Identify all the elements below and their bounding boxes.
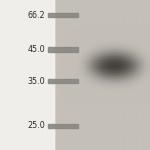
Text: 45.0: 45.0 bbox=[27, 45, 45, 54]
Bar bbox=[48, 79, 78, 83]
Bar bbox=[48, 13, 78, 17]
Text: 66.2: 66.2 bbox=[27, 11, 45, 20]
Bar bbox=[56, 0, 150, 150]
Bar bbox=[48, 124, 78, 128]
Bar bbox=[0, 0, 56, 150]
Text: 25.0: 25.0 bbox=[27, 122, 45, 130]
Text: 35.0: 35.0 bbox=[27, 76, 45, 85]
Bar bbox=[48, 47, 78, 52]
